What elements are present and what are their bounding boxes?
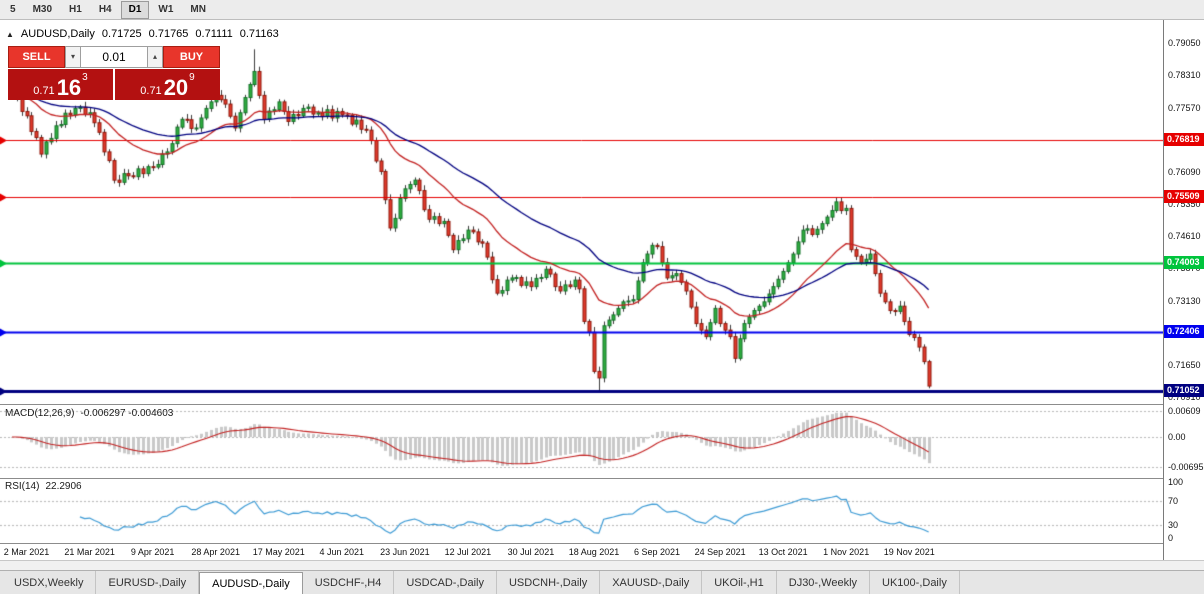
high-value: 0.71765 bbox=[148, 28, 189, 40]
volume-input[interactable] bbox=[81, 46, 147, 68]
macd-values: -0.006297 -0.004603 bbox=[80, 408, 174, 419]
date-axis-label: 24 Sep 2021 bbox=[694, 547, 746, 557]
date-axis-label: 9 Apr 2021 bbox=[130, 547, 175, 557]
chart-window: ▲ AUDUSD,Daily 0.71725 0.71765 0.71111 0… bbox=[0, 20, 1204, 560]
price-level-tag: 0.75509 bbox=[1164, 190, 1204, 204]
chart-tab-usdx-weekly[interactable]: USDX,Weekly bbox=[2, 571, 97, 594]
buy-button[interactable]: BUY bbox=[163, 46, 220, 68]
date-axis-label: 18 Aug 2021 bbox=[568, 547, 620, 557]
price-axis-tick: 0.73130 bbox=[1168, 295, 1201, 306]
rsi-axis-tick: 100 bbox=[1168, 477, 1184, 487]
sell-button[interactable]: SELL bbox=[8, 46, 65, 68]
rsi-label: RSI(14) 22.2906 bbox=[5, 481, 82, 492]
volume-decrease-button[interactable]: ▾ bbox=[65, 46, 81, 68]
date-axis-label: 4 Jun 2021 bbox=[319, 547, 365, 557]
rsi-pane-separator[interactable] bbox=[0, 478, 1204, 479]
symbol-ohlc-header: ▲ AUDUSD,Daily 0.71725 0.71765 0.71111 0… bbox=[6, 28, 279, 40]
price-axis-tick: 0.76090 bbox=[1168, 166, 1201, 177]
price-axis-tick: 0.78310 bbox=[1168, 70, 1201, 81]
date-axis-label: 2 Mar 2021 bbox=[3, 547, 50, 557]
chart-tab-audusd-daily[interactable]: AUDUSD-,Daily bbox=[199, 572, 303, 594]
price-level-tag: 0.76819 bbox=[1164, 133, 1204, 147]
bid-big-digits: 16 bbox=[56, 74, 82, 100]
chart-scroll-strip[interactable] bbox=[0, 560, 1204, 570]
rsi-axis-tick: 70 bbox=[1168, 495, 1179, 506]
timeframe-button-5[interactable]: 5 bbox=[10, 3, 16, 15]
timeframe-button-w1[interactable]: W1 bbox=[158, 3, 174, 15]
price-axis-tick: 0.71650 bbox=[1168, 359, 1201, 370]
price-axis-tick: 0.70910 bbox=[1168, 392, 1201, 403]
bid-prefix: 0.71 bbox=[33, 84, 55, 97]
chart-canvas[interactable] bbox=[0, 20, 1163, 544]
date-axis-label: 1 Nov 2021 bbox=[823, 547, 870, 557]
price-axis-tick: 0.77570 bbox=[1168, 102, 1201, 113]
time-axis-separator bbox=[0, 543, 1204, 544]
low-value: 0.71111 bbox=[195, 28, 233, 40]
chart-tabs-bar: USDX,Weekly EURUSD-,Daily AUDUSD-,Daily USD… bbox=[0, 570, 1204, 594]
chart-tab-xauusd-daily[interactable]: XAUUSD-,Daily bbox=[600, 571, 703, 594]
rsi-value: 22.2906 bbox=[45, 481, 82, 492]
date-axis-label: 23 Jun 2021 bbox=[380, 547, 430, 557]
volume-increase-button[interactable]: ▴ bbox=[147, 46, 163, 68]
price-level-tag: 0.71052 bbox=[1164, 383, 1204, 397]
rsi-axis-tick: 30 bbox=[1168, 520, 1179, 531]
timeframe-button-d1[interactable]: D1 bbox=[120, 0, 150, 19]
date-axis-label: 19 Nov 2021 bbox=[883, 547, 935, 557]
close-value: 0.71163 bbox=[239, 28, 279, 40]
chart-tab-ukoil-h1[interactable]: UKOil-,H1 bbox=[702, 571, 777, 594]
caret-down-icon: ▾ bbox=[70, 52, 75, 61]
macd-pane-separator[interactable] bbox=[0, 404, 1204, 405]
chart-tab-usdcnh-daily[interactable]: USDCNH-,Daily bbox=[497, 571, 601, 594]
rsi-name: RSI(14) bbox=[5, 481, 40, 492]
chart-tab-dj30-weekly[interactable]: DJ30-,Weekly bbox=[777, 571, 871, 594]
trade-panel-collapse-icon[interactable]: ▲ bbox=[6, 29, 14, 39]
caret-up-icon: ▴ bbox=[152, 52, 157, 61]
time-axis[interactable]: 2 Mar 2021 21 Mar 2021 9 Apr 2021 28 Apr 20… bbox=[0, 544, 1163, 560]
price-axis-tick: 0.79050 bbox=[1168, 38, 1201, 49]
date-axis-label: 28 Apr 2021 bbox=[191, 547, 240, 557]
date-axis-label: 6 Sep 2021 bbox=[634, 547, 681, 557]
price-axis[interactable]: 0.790500.783100.775700.768300.760900.753… bbox=[1163, 20, 1204, 560]
price-level-tag: 0.72406 bbox=[1164, 325, 1204, 339]
symbol-period-label: AUDUSD,Daily bbox=[20, 28, 95, 40]
timeframe-button-m30[interactable]: M30 bbox=[32, 3, 53, 15]
date-axis-label: 17 May 2021 bbox=[252, 547, 305, 557]
bid-pipette: 3 bbox=[82, 72, 88, 83]
ask-big-digits: 20 bbox=[163, 74, 189, 100]
rsi-axis-tick: 0 bbox=[1168, 533, 1174, 543]
macd-axis-tick: 0.00 bbox=[1168, 432, 1186, 442]
chart-tab-usdcad-daily[interactable]: USDCAD-,Daily bbox=[394, 571, 497, 594]
chart-tab-usdchf-h4[interactable]: USDCHF-,H4 bbox=[303, 571, 395, 594]
macd-axis-tick: -0.00695 bbox=[1168, 461, 1204, 472]
bid-price-button[interactable]: 0.71 16 3 bbox=[8, 69, 113, 100]
date-axis-label: 12 Jul 2021 bbox=[444, 547, 492, 557]
chart-tab-eurusd-daily[interactable]: EURUSD-,Daily bbox=[96, 571, 200, 594]
macd-axis-tick: 0.00609 bbox=[1168, 405, 1201, 416]
date-axis-label: 30 Jul 2021 bbox=[507, 547, 555, 557]
ask-price-button[interactable]: 0.71 20 9 bbox=[115, 69, 220, 100]
ask-prefix: 0.71 bbox=[140, 84, 162, 97]
ask-pipette: 9 bbox=[189, 72, 195, 83]
timeframe-toolbar: 5 M30 H1 H4 D1 W1 MN bbox=[0, 0, 1204, 20]
date-axis-label: 13 Oct 2021 bbox=[758, 547, 808, 557]
timeframe-button-h1[interactable]: H1 bbox=[69, 3, 82, 15]
macd-label: MACD(12,26,9) -0.006297 -0.004603 bbox=[5, 408, 173, 419]
macd-name: MACD(12,26,9) bbox=[5, 408, 75, 419]
timeframe-button-h4[interactable]: H4 bbox=[98, 3, 112, 15]
date-axis-label: 21 Mar 2021 bbox=[64, 547, 115, 557]
price-axis-tick: 0.74610 bbox=[1168, 231, 1201, 242]
chart-tab-uk100-daily[interactable]: UK100-,Daily bbox=[870, 571, 960, 594]
timeframe-button-mn[interactable]: MN bbox=[190, 3, 206, 15]
price-level-tag: 0.74003 bbox=[1164, 255, 1204, 269]
price-axis-tick: 0.75350 bbox=[1168, 199, 1201, 210]
open-value: 0.71725 bbox=[101, 28, 142, 40]
